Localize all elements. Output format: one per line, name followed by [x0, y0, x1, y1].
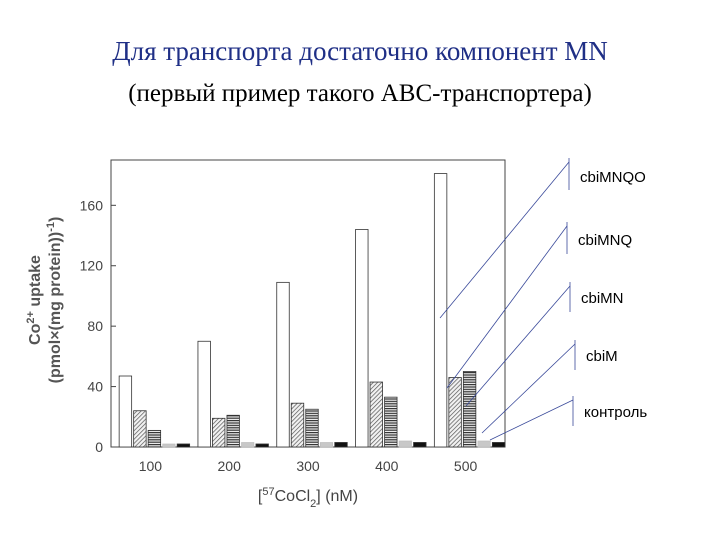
legend-label-cbiMNQO: cbiMNQO: [580, 169, 646, 186]
y-tick-label: 0: [95, 439, 103, 455]
legend: cbiMNQO cbiMNQ cbiMN cbiM контроль: [578, 169, 647, 421]
bar-cbiMNQ-400: [369, 381, 383, 448]
bar-cbiMNQ-300: [290, 402, 305, 448]
bar-cbiMN-400: [384, 396, 398, 448]
bar-контроль-200: [255, 443, 269, 448]
bar-cbiMNQ-500: [448, 377, 462, 448]
legend-label-контроль: контроль: [584, 404, 647, 421]
bar-cbiM-300: [319, 442, 334, 448]
bar-контроль-300: [334, 442, 348, 448]
bar-cbiMNQO-300: [276, 281, 290, 448]
legend-label-cbiM: cbiM: [586, 348, 618, 365]
y-tick-label: 120: [80, 258, 104, 274]
bar-cbiMNQO-200: [197, 340, 211, 448]
bar-контроль-100: [176, 443, 191, 448]
legend-leader-lines: [439, 158, 576, 441]
slide-title: Для транспорта достаточно компонент MN: [112, 36, 608, 66]
x-axis-label: [57CoCl2] (nM): [258, 486, 358, 510]
slide-subtitle: (первый пример такого ABC-транспортера): [128, 80, 592, 107]
x-tick-label: 400: [375, 458, 399, 474]
bar-cbiM-400: [398, 440, 412, 448]
legend-leader-line: [439, 161, 570, 319]
y-tick-label: 40: [87, 379, 103, 395]
legend-label-cbiMN: cbiMN: [581, 290, 624, 307]
y-axis: 0 40 80 120 160: [80, 197, 116, 455]
legend-label-cbiMNQ: cbiMNQ: [578, 232, 632, 249]
x-tick-label: 200: [218, 458, 242, 474]
bar-cbiMN-200: [226, 414, 240, 448]
x-tick-label: 100: [139, 458, 163, 474]
bar-cbiMN-100: [147, 429, 162, 448]
legend-leader-line: [481, 343, 576, 434]
x-tick-label: 500: [454, 458, 478, 474]
legend-leader-line: [489, 399, 574, 441]
legend-leader-line: [465, 285, 571, 407]
y-tick-label: 160: [80, 197, 104, 213]
legend-leader-line: [446, 225, 568, 389]
y-tick-label: 80: [87, 318, 103, 334]
bar-cbiMNQO-500: [433, 173, 448, 448]
bar-cbiM-200: [241, 442, 255, 448]
bar-cbiM-500: [477, 440, 491, 448]
bar-контроль-500: [491, 442, 506, 448]
bar-cbiMNQ-100: [133, 410, 147, 448]
y-axis-label: Co2+ uptake: [25, 255, 44, 345]
x-tick-label: 300: [296, 458, 320, 474]
bar-cbiM-100: [162, 443, 176, 448]
x-axis: 100 200 300 400 500: [139, 458, 478, 474]
bar-cbiMN-300: [305, 408, 319, 448]
bar-cbiMNQO-400: [355, 229, 369, 448]
bar-контроль-400: [413, 442, 427, 448]
bar-cbiMNQO-100: [118, 375, 133, 448]
y-axis-label-units: (pmol×(mg protein))-1): [45, 217, 64, 384]
bar-cbiMN-500: [462, 371, 477, 448]
bars-group: [118, 173, 506, 448]
bar-cbiMNQ-200: [212, 417, 226, 448]
